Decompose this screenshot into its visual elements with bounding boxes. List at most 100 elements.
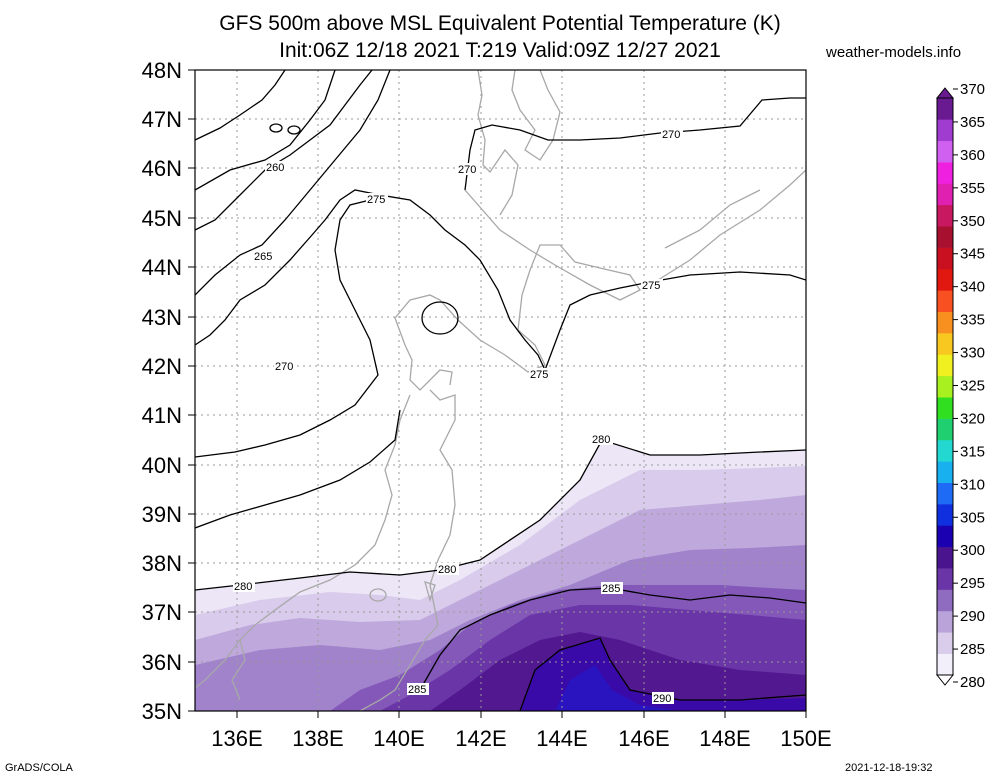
map-title: GFS 500m above MSL Equivalent Potential … [219,12,781,35]
colorbar-swatch [937,589,953,612]
lon-tick-label: 144E [536,726,587,751]
contour-label: 280 [438,564,456,576]
contour-label: 270 [275,361,293,373]
colorbar-swatch [937,183,953,206]
colorbar-label: 365 [960,114,985,131]
lat-tick-label: 46N [142,156,182,181]
lat-tick-label: 47N [142,107,182,132]
colorbar-swatch [937,482,953,505]
lat-tick-label: 38N [142,551,182,576]
colorbar-bottom-arrow [935,674,955,686]
colorbar-swatch [937,162,953,184]
colorbar-label: 320 [960,410,985,427]
contour-label: 280 [234,581,252,593]
colorbar-label: 310 [960,476,985,493]
lat-tick-label: 48N [142,58,182,83]
plot-frame [194,69,807,712]
tick-marks [188,69,807,718]
colorbar-swatch [937,333,953,355]
contour-label: 280 [592,434,610,446]
contour-label: 270 [458,164,476,176]
lon-tick-label: 140E [373,726,424,751]
colorbar-labels: 280 285 290 295 300 305 310 315 320 325 330 335 340 3… [953,81,985,691]
colorbar-label: 305 [960,509,985,526]
colorbar-label: 350 [960,213,985,230]
colorbar-label: 325 [960,378,985,395]
colorbar-swatch [937,119,953,142]
coastlines [195,70,806,711]
colorbar-swatch [937,311,953,334]
colorbar-label: 345 [960,246,985,263]
contour-label: 275 [530,369,548,381]
colorbar-label: 370 [960,81,985,98]
colorbar-label: 340 [960,279,985,296]
lat-tick-label: 44N [142,255,182,280]
generation-timestamp: 2021-12-18-19:32 [845,762,933,774]
colorbar-label: 300 [960,542,985,559]
colorbar-swatch [937,375,953,398]
colorbar-swatch [937,504,953,526]
map-subtitle: Init:06Z 12/18 2021 T:219 Valid:09Z 12/2… [279,39,721,62]
software-credit: GrADS/COLA [5,762,73,774]
lat-tick-label: 45N [142,206,182,231]
colorbar-swatch [937,226,953,248]
colorbar-swatch [937,439,953,462]
colorbar-label: 360 [960,147,985,164]
colorbar-top-arrow [935,87,955,99]
colorbar-swatch [937,632,953,654]
colorbar-swatch [937,98,953,120]
colorbar [935,87,955,686]
colorbar-swatch [937,653,953,676]
site-credit: weather-models.info [826,44,962,61]
lat-tick-label: 35N [142,699,182,724]
contour-label: 275 [642,280,660,292]
colorbar-frame [936,97,954,676]
contour-label: 290 [653,693,671,705]
lon-tick-label: 150E [780,726,831,751]
shaded-field [195,440,806,711]
colorbar-swatch [937,268,953,291]
contour-label: 270 [662,129,680,141]
lat-tick-label: 43N [142,305,182,330]
colorbar-swatch [937,461,953,483]
lon-tick-label: 142E [455,726,506,751]
colorbar-label: 290 [960,608,985,625]
latitude-labels: 35N 36N 37N 38N 39N 40N 41N 42N 43N 44N … [142,58,182,724]
contour-label: 275 [367,194,385,206]
colorbar-swatch [937,247,953,270]
graticule [195,70,806,711]
colorbar-swatch [937,204,953,227]
lat-tick-label: 39N [142,502,182,527]
longitude-labels: 136E 138E 140E 142E 144E 146E 148E 150E [211,726,831,751]
contour-label: 285 [408,684,426,696]
colorbar-swatch [937,290,953,313]
colorbar-label: 330 [960,345,985,362]
colorbar-label: 355 [960,180,985,197]
lon-tick-label: 146E [618,726,669,751]
shade-300 [555,665,680,711]
colorbar-label: 315 [960,443,985,460]
colorbar-swatch [937,140,953,163]
lat-tick-label: 42N [142,354,182,379]
colorbar-swatch [937,546,953,569]
lon-tick-label: 136E [211,726,262,751]
contour-label: 260 [266,162,284,174]
lat-tick-label: 40N [142,453,182,478]
colorbar-swatch [937,354,953,377]
colorbar-label: 285 [960,641,985,658]
colorbar-swatch [937,568,953,590]
lon-tick-label: 138E [292,726,343,751]
lon-tick-label: 148E [699,726,750,751]
lat-tick-label: 37N [142,600,182,625]
lat-tick-label: 41N [142,403,182,428]
contour-label: 285 [602,583,620,595]
contour-labels: 260 265 270 270 270 275 275 275 280 280 … [233,128,683,705]
colorbar-swatch [937,418,953,441]
contour-label: 265 [254,251,272,263]
lat-tick-label: 36N [142,650,182,675]
colorbar-label: 280 [960,674,985,691]
colorbar-swatch [937,525,953,548]
colorbar-label: 295 [960,575,985,592]
colorbar-swatch [937,610,953,633]
